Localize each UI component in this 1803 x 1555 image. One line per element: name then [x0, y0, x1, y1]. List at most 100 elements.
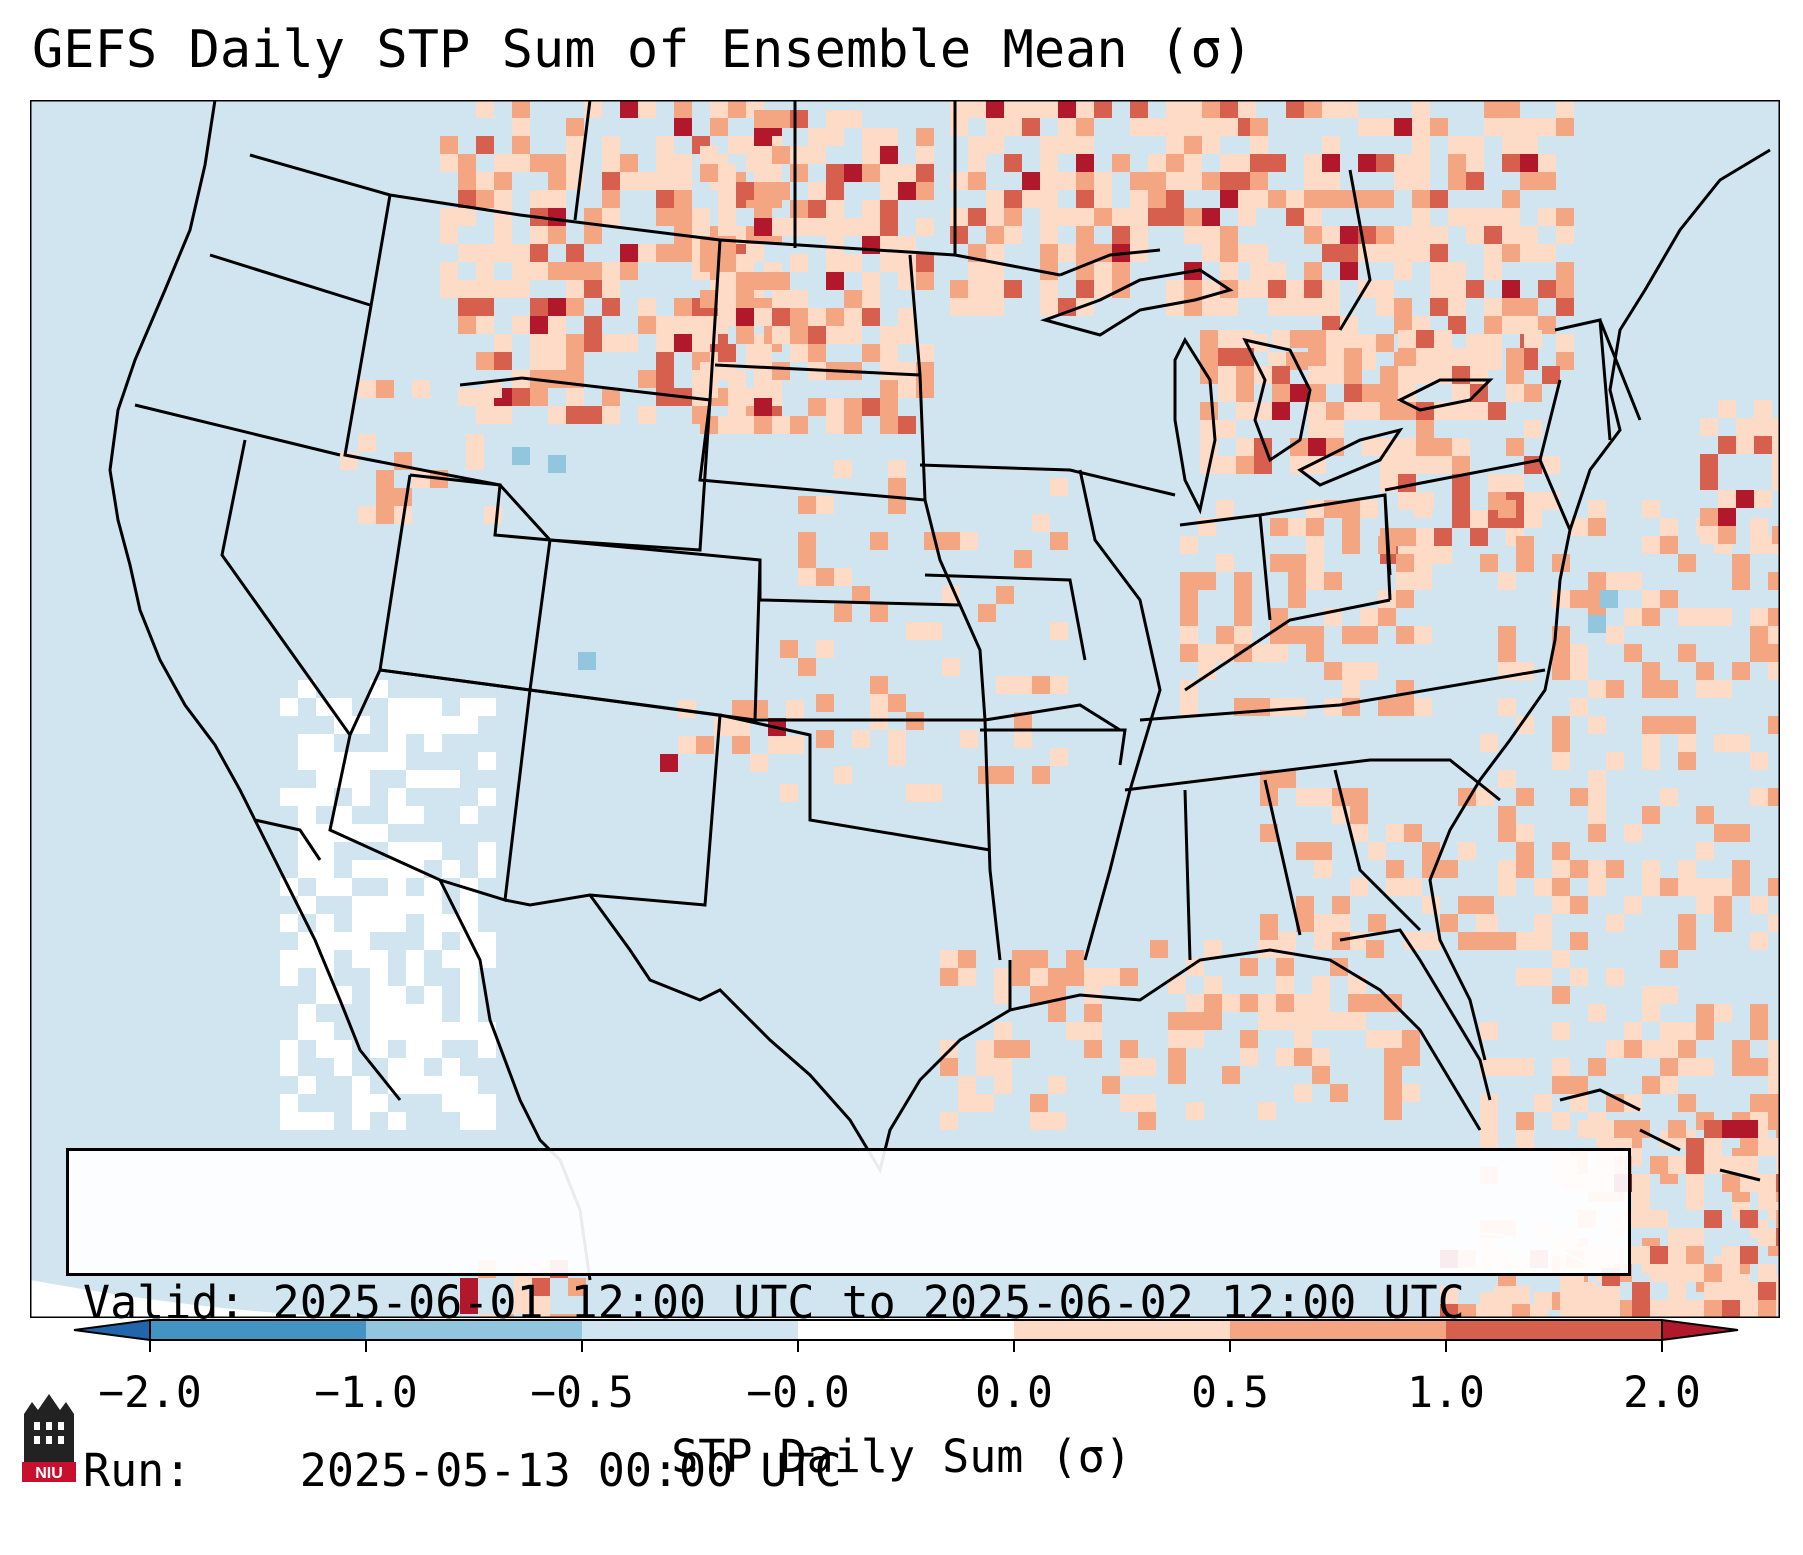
heatmap-cell: [1084, 1004, 1102, 1022]
heatmap-cell: [460, 806, 478, 824]
heatmap-cell: [1600, 590, 1618, 608]
heatmap-cell: [1552, 752, 1570, 770]
heatmap-cell: [548, 154, 566, 172]
heatmap-cell: [424, 734, 442, 752]
heatmap-cell: [1386, 860, 1404, 878]
border-new-mexico: [504, 688, 722, 907]
heatmap-cell: [1524, 510, 1542, 528]
heatmap-cell: [1030, 1094, 1048, 1112]
heatmap-cell: [442, 914, 460, 932]
heatmap-cell: [476, 298, 494, 316]
heatmap-cell: [1308, 402, 1326, 420]
heatmap-cell: [1430, 262, 1448, 280]
colorbar-bin-3: [582, 1320, 798, 1340]
heatmap-cell: [1448, 136, 1466, 154]
heatmap-cell: [1516, 554, 1534, 572]
heatmap-cell: [1276, 940, 1294, 958]
heatmap-cell: [1722, 1264, 1740, 1282]
heatmap-cell: [1120, 1094, 1138, 1112]
border-montana: [459, 239, 722, 401]
heatmap-cell: [388, 896, 406, 914]
heatmap-cell: [1314, 842, 1332, 860]
heatmap-cell: [1556, 100, 1574, 118]
heatmap-cell: [548, 406, 566, 424]
heatmap-cell: [1050, 748, 1068, 766]
border-wyoming: [498, 376, 712, 552]
heatmap-cell: [1642, 1076, 1660, 1094]
heatmap-cell: [1768, 644, 1780, 662]
heatmap-cell: [1278, 770, 1296, 788]
heatmap-cell: [1768, 662, 1780, 680]
heatmap-cell: [1040, 298, 1058, 316]
heatmap-cell: [1534, 932, 1552, 950]
heatmap-cell: [1084, 968, 1102, 986]
heatmap-cell: [1394, 316, 1412, 334]
heatmap-cell: [370, 968, 388, 986]
heatmap-cell: [406, 770, 424, 788]
heatmap-cell: [548, 370, 566, 388]
heatmap-cell: [1304, 154, 1322, 172]
heatmap-cell: [424, 1022, 442, 1040]
heatmap-cell: [1202, 118, 1220, 136]
heatmap-cell: [1254, 456, 1272, 474]
heatmap-cell: [1632, 1174, 1650, 1192]
heatmap-cell: [994, 968, 1012, 986]
heatmap-cell: [888, 748, 906, 766]
heatmap-cell: [466, 452, 484, 470]
heatmap-cell: [388, 986, 406, 1004]
heatmap-cell: [1696, 608, 1714, 626]
heatmap-cell: [924, 622, 942, 640]
heatmap-cell: [1740, 1210, 1758, 1228]
heatmap-cell: [442, 770, 460, 788]
heatmap-cell: [736, 182, 754, 200]
heatmap-cell: [1488, 474, 1506, 492]
heatmap-cell: [1484, 100, 1502, 118]
heatmap-cell: [1166, 136, 1184, 154]
heatmap-cell: [1588, 572, 1606, 590]
heatmap-cell: [1668, 1228, 1686, 1246]
heatmap-cell: [1348, 994, 1366, 1012]
heatmap-cell: [1516, 1130, 1534, 1148]
heatmap-cell: [1252, 698, 1270, 716]
heatmap-cell: [1058, 244, 1076, 262]
heatmap-cell: [460, 698, 478, 716]
heatmap-cell: [1404, 932, 1422, 950]
heatmap-cell: [388, 1058, 406, 1076]
heatmap-cell: [358, 434, 376, 452]
heatmap-cell: [1732, 1040, 1750, 1058]
heatmap-cell: [1394, 118, 1412, 136]
heatmap-cell: [826, 236, 844, 254]
lake-superior: [1040, 268, 1234, 337]
heatmap-cell: [1222, 1066, 1240, 1084]
heatmap-cell: [1552, 590, 1570, 608]
heatmap-cell: [1530, 1304, 1548, 1318]
heatmap-cell: [790, 344, 808, 362]
heatmap-cell: [370, 824, 388, 842]
heatmap-cell: [1148, 190, 1166, 208]
heatmap-cell: [940, 968, 958, 986]
heatmap-cell: [1236, 438, 1254, 456]
heatmap-cell: [1516, 1058, 1534, 1076]
heatmap-cell: [1394, 172, 1412, 190]
heatmap-cell: [1402, 1030, 1420, 1048]
heatmap-cell: [458, 190, 476, 208]
heatmap-cell: [870, 676, 888, 694]
heatmap-cell: [1606, 572, 1624, 590]
heatmap-cell: [476, 262, 494, 280]
heatmap-cell: [1004, 226, 1022, 244]
heatmap-cell: [620, 334, 638, 352]
heatmap-cell: [1538, 154, 1556, 172]
heatmap-cell: [476, 100, 494, 118]
heatmap-cell: [754, 308, 772, 326]
border-midwest: [919, 463, 1176, 766]
heatmap-cell: [1480, 1022, 1498, 1040]
heatmap-cell: [1516, 536, 1534, 554]
heatmap-cell: [986, 280, 1004, 298]
heatmap-cell: [816, 640, 834, 658]
heatmap-cell: [1270, 698, 1288, 716]
heatmap-cell: [1668, 1156, 1686, 1174]
heatmap-cell: [1452, 348, 1470, 366]
heatmap-cell: [1750, 788, 1768, 806]
heatmap-cell: [494, 154, 512, 172]
heatmap-cell: [1516, 716, 1534, 734]
